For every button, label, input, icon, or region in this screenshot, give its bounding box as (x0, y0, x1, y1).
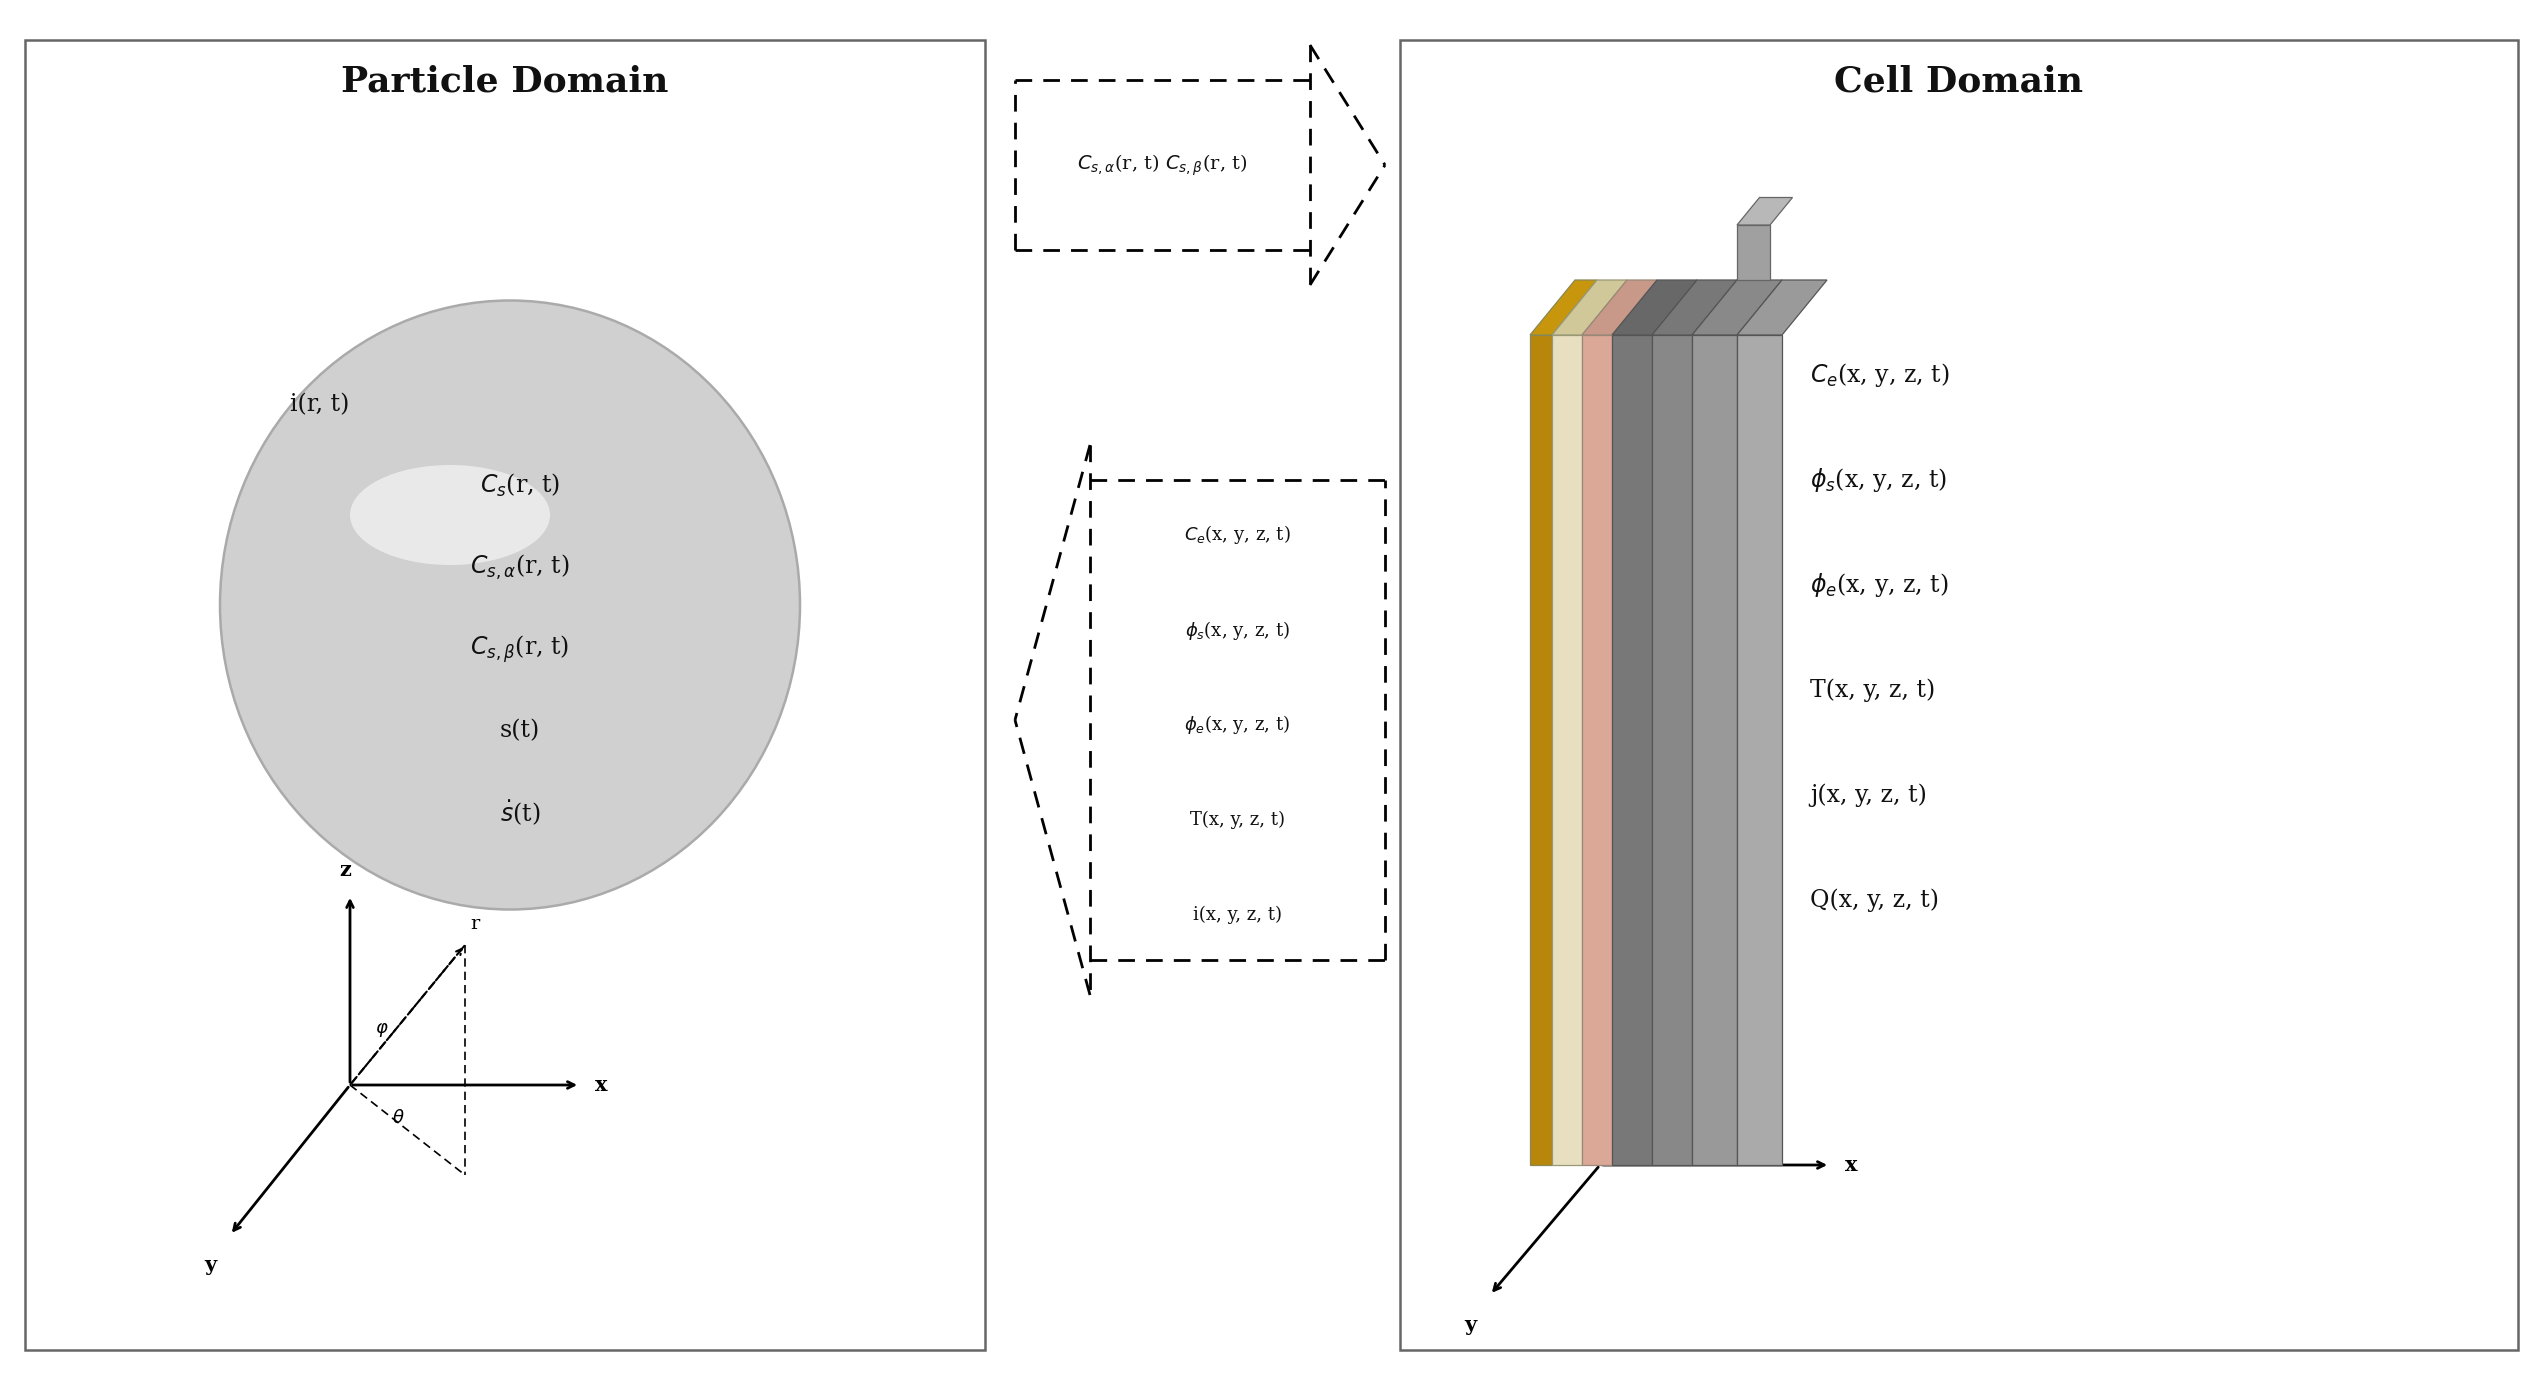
Bar (1551, 335, 1582, 1165)
Text: i(x, y, z, t): i(x, y, z, t) (1193, 906, 1282, 924)
Polygon shape (1691, 280, 1783, 335)
Polygon shape (1531, 280, 1597, 335)
Polygon shape (1737, 198, 1793, 224)
Text: Q(x, y, z, t): Q(x, y, z, t) (1811, 888, 1938, 911)
Bar (1653, 335, 1691, 1165)
FancyBboxPatch shape (25, 40, 984, 1350)
Text: i(r, t): i(r, t) (290, 393, 348, 417)
Text: T(x, y, z, t): T(x, y, z, t) (1811, 679, 1935, 702)
Text: Particle Domain: Particle Domain (341, 65, 669, 98)
Bar (1737, 335, 1783, 1165)
Ellipse shape (221, 301, 801, 910)
Text: $C_e$(x, y, z, t): $C_e$(x, y, z, t) (1185, 524, 1292, 547)
Text: T(x, y, z, t): T(x, y, z, t) (1190, 810, 1284, 830)
Text: $\phi_s$(x, y, z, t): $\phi_s$(x, y, z, t) (1185, 619, 1289, 641)
Text: $C_e$(x, y, z, t): $C_e$(x, y, z, t) (1811, 361, 1950, 389)
Text: y: y (203, 1255, 216, 1276)
Text: $C_{s,\beta}$(r, t): $C_{s,\beta}$(r, t) (470, 633, 570, 665)
Text: $\phi_e$(x, y, z, t): $\phi_e$(x, y, z, t) (1185, 713, 1289, 737)
Bar (1691, 335, 1737, 1165)
Polygon shape (1612, 280, 1696, 335)
Bar (1531, 335, 1551, 1165)
Text: $\phi_e$(x, y, z, t): $\phi_e$(x, y, z, t) (1811, 571, 1948, 598)
Text: x: x (1846, 1155, 1856, 1174)
Text: j(x, y, z, t): j(x, y, z, t) (1811, 784, 1928, 807)
Text: z: z (338, 860, 351, 879)
Text: Cell Domain: Cell Domain (1834, 65, 2083, 98)
Text: $\dot{s}$(t): $\dot{s}$(t) (501, 798, 539, 828)
Text: x: x (595, 1075, 608, 1096)
Text: $C_{s,\alpha}$(r, t): $C_{s,\alpha}$(r, t) (470, 553, 570, 582)
Polygon shape (1582, 280, 1658, 335)
Text: $\varphi$: $\varphi$ (374, 1021, 389, 1039)
Text: $C_s$(r, t): $C_s$(r, t) (481, 471, 559, 499)
Text: $C_{s,\alpha}$(r, t) $C_{s,\beta}$(r, t): $C_{s,\alpha}$(r, t) $C_{s,\beta}$(r, t) (1078, 152, 1249, 177)
FancyBboxPatch shape (1401, 40, 2518, 1350)
Polygon shape (1551, 280, 1628, 335)
Bar (1582, 335, 1612, 1165)
Polygon shape (1737, 280, 1826, 335)
Text: z: z (1579, 929, 1592, 950)
Ellipse shape (351, 465, 549, 565)
Bar (1737, 224, 1770, 280)
Text: y: y (1465, 1314, 1475, 1335)
Bar (1612, 335, 1653, 1165)
Text: $\theta$: $\theta$ (392, 1109, 404, 1127)
Polygon shape (1653, 280, 1737, 335)
Text: $\phi_s$(x, y, z, t): $\phi_s$(x, y, z, t) (1811, 465, 1948, 494)
Text: s(t): s(t) (501, 719, 539, 742)
Text: r: r (470, 915, 478, 933)
